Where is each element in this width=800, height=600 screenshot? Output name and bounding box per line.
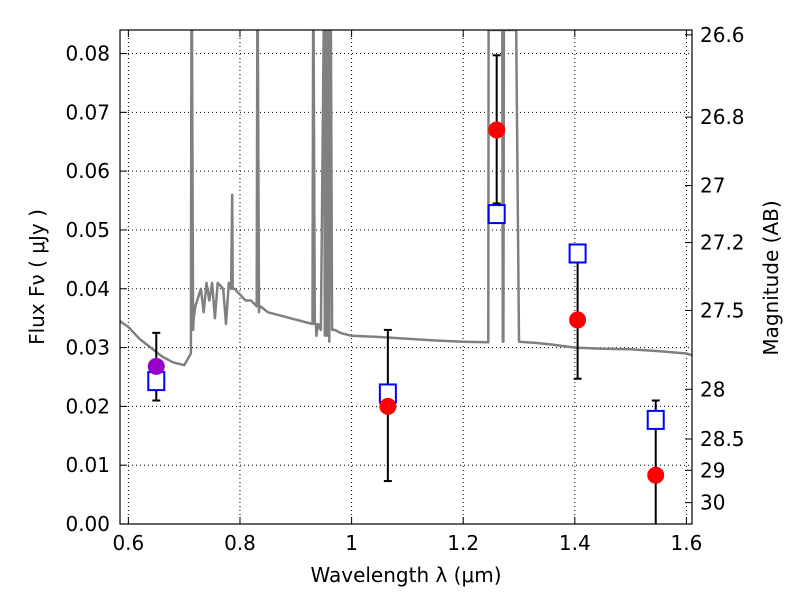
magnitude-tick-label: 30 bbox=[700, 491, 725, 515]
y-tick-label: 0.08 bbox=[65, 42, 110, 66]
magnitude-tick-label: 28 bbox=[700, 377, 725, 401]
observed-points bbox=[147, 121, 665, 484]
observed-point bbox=[569, 311, 587, 329]
observed-point bbox=[379, 397, 397, 415]
model-band-point bbox=[646, 409, 665, 430]
y-tick-label: 0.07 bbox=[65, 100, 110, 124]
observed-point bbox=[647, 466, 665, 484]
magnitude-tick-label: 26.8 bbox=[700, 105, 745, 129]
magnitude-tick-labels: 26.6 26.8 27 27.2 27.5 28 28.5 29 30 bbox=[700, 23, 745, 515]
magnitude-tick-label: 26.6 bbox=[700, 23, 745, 47]
x-tick-label: 1.4 bbox=[559, 531, 591, 555]
x-tick-label: 0.8 bbox=[224, 531, 256, 555]
y-tick-label: 0.00 bbox=[65, 512, 110, 536]
x-axis-title: Wavelength λ (μm) bbox=[310, 563, 501, 587]
x-tick-label: 1.2 bbox=[447, 531, 479, 555]
plot-frame bbox=[119, 29, 693, 525]
x-tick-labels: 0.6 0.8 1 1.2 1.4 1.6 bbox=[112, 531, 702, 555]
magnitude-tick-label: 28.5 bbox=[700, 427, 745, 451]
y-axis-title: Flux Fν ( μJy ) bbox=[25, 209, 49, 345]
ticks bbox=[120, 30, 692, 525]
y-tick-labels: 0.00 0.01 0.02 0.03 0.04 0.05 0.06 0.07 0.08 bbox=[65, 42, 110, 536]
y-tick-label: 0.05 bbox=[65, 218, 110, 242]
y-tick-label: 0.01 bbox=[65, 453, 110, 477]
y-tick-label: 0.03 bbox=[65, 336, 110, 360]
model-band-point bbox=[568, 243, 587, 264]
observed-point bbox=[488, 121, 506, 139]
y-tick-label: 0.06 bbox=[65, 159, 110, 183]
right-axis-title: Magnitude (AB) bbox=[759, 200, 783, 355]
x-tick-label: 0.6 bbox=[112, 531, 144, 555]
observed-point bbox=[147, 357, 165, 375]
model-spectrum-line bbox=[120, 30, 692, 367]
magnitude-tick-label: 27.2 bbox=[700, 231, 745, 255]
x-tick-label: 1.6 bbox=[671, 531, 703, 555]
y-tick-label: 0.02 bbox=[65, 394, 110, 418]
y-tick-label: 0.04 bbox=[65, 277, 110, 301]
magnitude-tick-label: 27 bbox=[700, 174, 725, 198]
magnitude-tick-label: 29 bbox=[700, 458, 725, 482]
model-spectrum bbox=[120, 30, 692, 367]
x-tick-label: 1 bbox=[345, 531, 358, 555]
model-band-point bbox=[487, 204, 506, 225]
magnitude-tick-label: 27.5 bbox=[700, 298, 745, 322]
